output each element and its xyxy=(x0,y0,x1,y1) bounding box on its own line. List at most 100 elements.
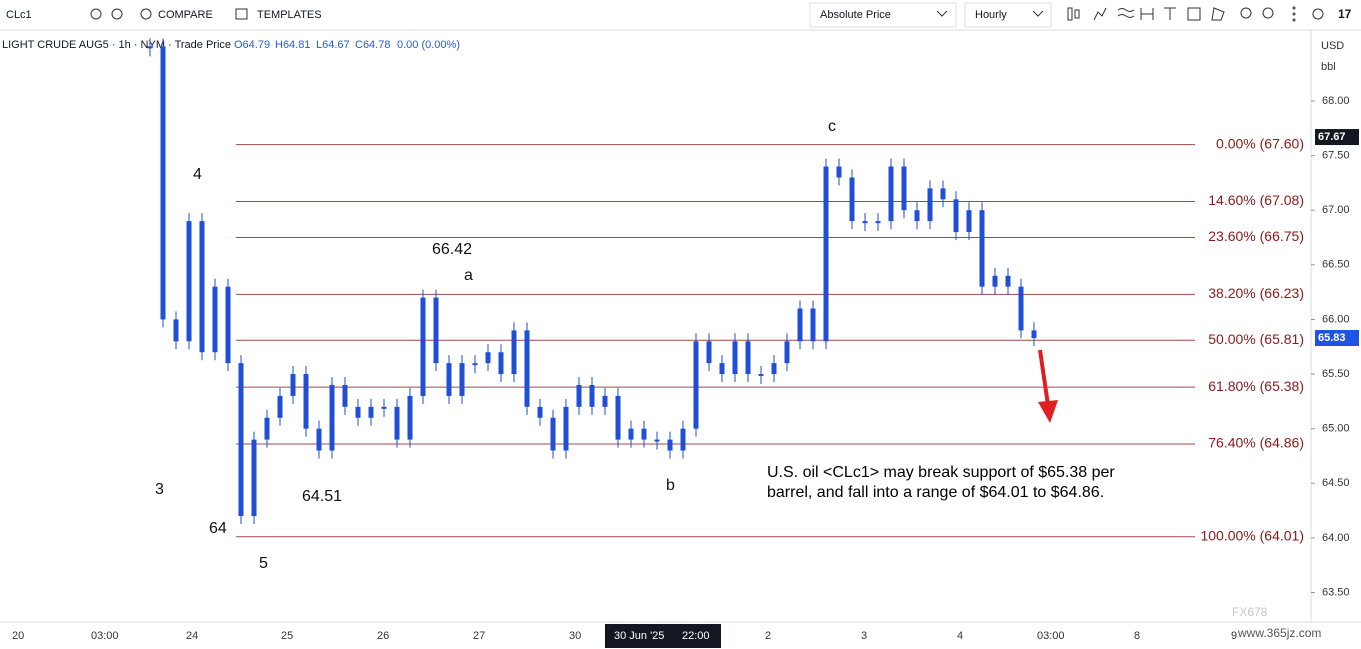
candle xyxy=(693,341,699,429)
tool-icons[interactable] xyxy=(1067,6,1324,22)
watermark-brand: FX678 xyxy=(1232,605,1268,619)
candle xyxy=(238,363,244,517)
x-tick-label: 3 xyxy=(861,630,867,642)
candle xyxy=(615,395,621,440)
candle xyxy=(979,210,985,287)
candle xyxy=(849,177,855,222)
price-label: 64 xyxy=(209,520,227,537)
price-badge-label: 65.83 xyxy=(1318,332,1346,344)
x-tick-label: 20 xyxy=(12,630,24,642)
note-line: barrel, and fall into a range of $64.01 … xyxy=(767,484,1104,501)
down-arrow xyxy=(1038,349,1058,423)
clock-icon[interactable] xyxy=(111,8,123,20)
fib-label: 50.00% (65.81) xyxy=(1208,331,1304,347)
candle xyxy=(862,221,868,224)
candle xyxy=(875,221,881,224)
candle xyxy=(927,188,933,222)
currency[interactable]: USD xyxy=(1321,40,1344,52)
y-tick-label: 68.00 xyxy=(1322,95,1350,107)
fib-label: 14.60% (67.08) xyxy=(1208,192,1304,208)
candle xyxy=(537,406,543,418)
candle xyxy=(914,210,920,222)
legend-close: C64.78 xyxy=(355,39,390,51)
x-tick-label: 03:00 xyxy=(1037,630,1065,642)
fib-label: 23.60% (66.75) xyxy=(1208,228,1304,244)
price-label: 66.42 xyxy=(432,241,472,258)
candle xyxy=(472,363,478,366)
candle xyxy=(264,417,270,440)
search-icon[interactable] xyxy=(90,8,102,20)
y-tick-label: 64.00 xyxy=(1322,532,1350,544)
wave-label: 5 xyxy=(259,555,268,572)
templates-icon[interactable] xyxy=(235,8,248,20)
candle xyxy=(173,319,179,342)
x-tick-label: 27 xyxy=(473,630,485,642)
candle xyxy=(199,221,205,353)
y-tick-label: 67.50 xyxy=(1322,150,1350,162)
candle xyxy=(433,297,439,364)
candle xyxy=(420,297,426,396)
candle xyxy=(186,221,192,342)
watermark-site: www.365jz.com xyxy=(1237,626,1321,640)
legend-high: H64.81 xyxy=(275,39,310,51)
price-label: 64.51 xyxy=(302,488,342,505)
x-tick-label: 2 xyxy=(765,630,771,642)
candle xyxy=(550,417,556,451)
candle xyxy=(1031,330,1037,339)
price-badge-label: 67.67 xyxy=(1318,131,1346,143)
candle xyxy=(1005,275,1011,287)
x-tick-label: 26 xyxy=(377,630,389,642)
price-badge xyxy=(1315,129,1359,146)
candle xyxy=(446,363,452,396)
x-tick-label: 03:00 xyxy=(91,630,119,642)
wave-label: a xyxy=(464,267,473,284)
fib-label: 100.00% (64.01) xyxy=(1200,528,1304,544)
legend-change: 0.00 (0.00%) xyxy=(397,39,460,51)
candle xyxy=(680,428,686,451)
interval-dropdown[interactable] xyxy=(964,2,1052,28)
y-tick-label: 66.50 xyxy=(1322,259,1350,271)
candle xyxy=(901,166,907,211)
candle xyxy=(745,341,751,375)
candle xyxy=(576,384,582,407)
candle xyxy=(784,341,790,364)
candle xyxy=(706,341,712,364)
unit[interactable]: bbl xyxy=(1321,61,1336,73)
symbol-input[interactable]: CLc1 xyxy=(6,9,32,21)
candle xyxy=(836,166,842,178)
candle xyxy=(940,188,946,200)
candle xyxy=(407,395,413,440)
compare-button[interactable]: COMPARE xyxy=(158,9,213,21)
y-tick-label: 65.50 xyxy=(1322,368,1350,380)
candle xyxy=(992,275,998,287)
candle xyxy=(160,46,166,320)
candle xyxy=(1018,286,1024,331)
interval: Hourly xyxy=(975,9,1007,21)
templates-button[interactable]: TEMPLATES xyxy=(257,9,322,21)
candle xyxy=(888,166,894,222)
candle xyxy=(355,406,361,418)
wave-label: 4 xyxy=(193,166,202,183)
candle xyxy=(823,166,829,342)
candle xyxy=(511,330,517,375)
candle xyxy=(381,406,387,409)
fib-label: 76.40% (64.86) xyxy=(1208,435,1304,451)
candle xyxy=(641,428,647,440)
candle xyxy=(732,341,738,375)
y-tick-label: 67.00 xyxy=(1322,204,1350,216)
candle xyxy=(563,406,569,451)
candle xyxy=(303,374,309,429)
candle xyxy=(316,428,322,451)
legend-open: O64.79 xyxy=(234,39,270,51)
candle xyxy=(212,286,218,353)
x-axis: 20 03:00 24 25 26 27 30 30 Jun '25 22:00… xyxy=(12,624,1237,648)
wave-label: c xyxy=(828,118,836,135)
price-mode-dropdown[interactable] xyxy=(809,2,957,28)
candle xyxy=(810,308,816,342)
y-tick-label: 64.50 xyxy=(1322,477,1350,489)
compare-icon[interactable] xyxy=(140,8,152,20)
candle xyxy=(498,352,504,375)
crosshair-date: 30 Jun '25 xyxy=(614,630,664,642)
y-tick-label: 63.50 xyxy=(1322,586,1350,598)
